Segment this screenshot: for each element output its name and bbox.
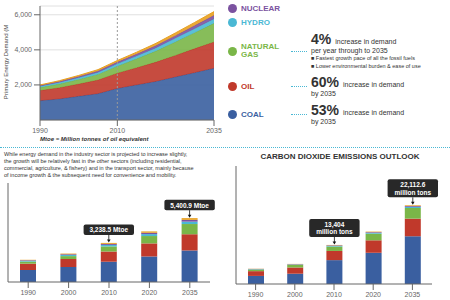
svg-text:2020: 2020 [142, 289, 158, 296]
html-text:Primary Energy Demand (M: Primary Energy Demand (M [3, 24, 9, 100]
html-text:per year through to 2035: per year through to 2035 [311, 47, 388, 54]
html-text:While energy demand in the ind: While energy demand in the industry sect… [4, 151, 188, 157]
html-text:by 2035: by 2035 [311, 118, 336, 125]
svg-text:2000: 2000 [287, 291, 303, 298]
html-text:■ Lower environmental burden &: ■ Lower environmental burden & ease of u… [311, 62, 421, 69]
svg-text:million tons: million tons [316, 228, 353, 235]
html-text:the growth will be relatively: the growth will be relatively fast in th… [4, 158, 182, 164]
svg-text:million tons: million tons [395, 189, 432, 196]
html-text:commercial, agriculture, & fis: commercial, agriculture, & fishery) and … [4, 165, 194, 171]
html-text:CARBON DIOXIDE EMISSIONS OUTLO: CARBON DIOXIDE EMISSIONS OUTLOOK [260, 152, 420, 161]
svg-text:2000: 2000 [61, 289, 77, 296]
svg-text:22,112.6: 22,112.6 [400, 181, 426, 189]
html-text:4%: 4% [311, 31, 332, 47]
svg-text:13,404: 13,404 [324, 220, 345, 228]
svg-text:1990: 1990 [20, 289, 36, 296]
svg-text:2,000: 2,000 [14, 81, 32, 88]
html-text:■ Fastest growth pace of all t: ■ Fastest growth pace of all the fossil … [311, 55, 415, 61]
html-text:HYDRO: HYDRO [241, 17, 270, 27]
html-text:60%: 60% [311, 74, 339, 90]
html-text:increase in demand: increase in demand [343, 81, 405, 88]
svg-text:2035: 2035 [206, 127, 222, 134]
html-text:of income growth & the subsequ: of income growth & the subsequent need f… [4, 172, 177, 178]
svg-text:6,000: 6,000 [14, 11, 32, 18]
svg-text:2035: 2035 [405, 291, 421, 298]
html-text:NUCLEAR: NUCLEAR [241, 3, 281, 13]
html-text:increase in demand: increase in demand [343, 109, 405, 116]
html-text:OIL: OIL [241, 81, 255, 91]
html-text:by 2035: by 2035 [311, 90, 336, 97]
svg-text:3,238.5 Mtoe: 3,238.5 Mtoe [89, 226, 128, 234]
svg-text:2010: 2010 [326, 291, 342, 298]
html-text:increase in demand: increase in demand [335, 38, 397, 45]
html-text:NATURAL: NATURAL [241, 42, 280, 51]
svg-text:1990: 1990 [248, 291, 264, 298]
html-text:GAS: GAS [241, 50, 259, 59]
svg-text:2010: 2010 [110, 127, 126, 134]
html-text:COAL: COAL [241, 109, 264, 119]
html-text:53%: 53% [311, 102, 339, 118]
svg-text:4,000: 4,000 [14, 46, 32, 53]
svg-text:2010: 2010 [101, 289, 117, 296]
svg-text:2035: 2035 [182, 289, 198, 296]
svg-text:1990: 1990 [32, 127, 48, 134]
html-text:Mtoe = Million tonnes of oil e: Mtoe = Million tonnes of oil equivalent [40, 136, 149, 142]
svg-text:5,400.9 Mtoe: 5,400.9 Mtoe [170, 202, 209, 210]
svg-text:2020: 2020 [365, 291, 381, 298]
